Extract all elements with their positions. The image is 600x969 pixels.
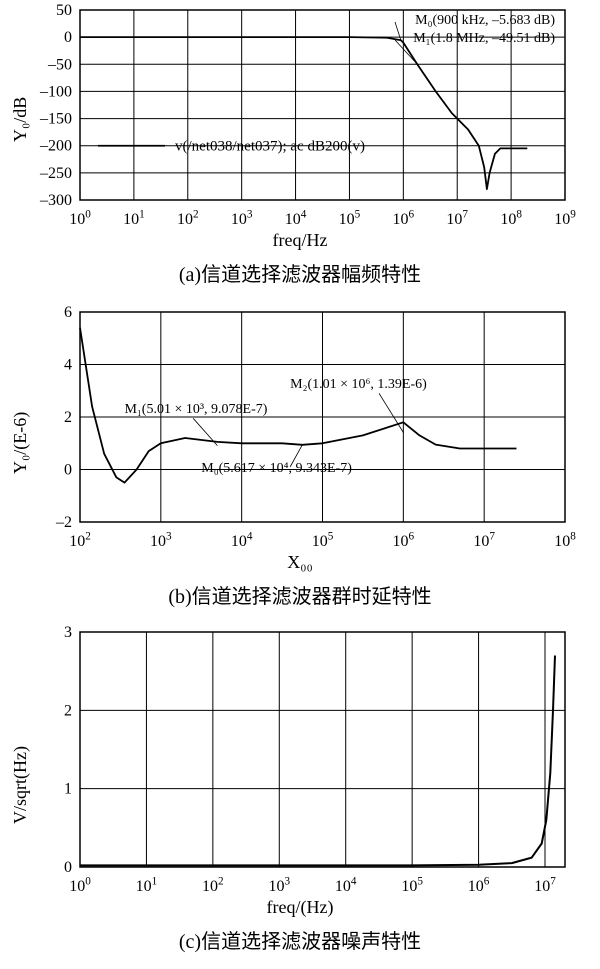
svg-text:104: 104 — [335, 876, 357, 895]
svg-text:101: 101 — [136, 876, 158, 895]
svg-text:108: 108 — [500, 209, 522, 228]
svg-text:105: 105 — [312, 531, 334, 550]
chart-c-caption: (c)信道选择滤波器噪声特性 — [0, 925, 600, 954]
svg-text:–300: –300 — [39, 192, 72, 209]
svg-text:109: 109 — [554, 209, 576, 228]
chart-b-caption: (b)信道选择滤波器群时延特性 — [0, 580, 600, 609]
svg-text:104: 104 — [285, 209, 307, 228]
svg-text:106: 106 — [393, 209, 415, 228]
svg-text:M₂(1.01 × 10⁶, 1.39E-6): M₂(1.01 × 10⁶, 1.39E-6) — [290, 377, 427, 392]
svg-text:M₀(900 kHz, –5.683 dB): M₀(900 kHz, –5.683 dB) — [415, 13, 555, 28]
chart-a-plot: 100 101 102 103 104 105 106 107 108 109 50 0 –50 –100… — [0, 2, 600, 242]
svg-text:107: 107 — [446, 209, 468, 228]
svg-text:107: 107 — [534, 876, 556, 895]
svg-text:100: 100 — [69, 876, 91, 895]
svg-text:108: 108 — [554, 531, 576, 550]
svg-text:102: 102 — [177, 209, 199, 228]
chart-a: 100 101 102 103 104 105 106 107 108 109 50 0 –50 –100… — [0, 2, 600, 302]
svg-text:106: 106 — [468, 876, 490, 895]
svg-text:0: 0 — [64, 29, 72, 46]
chart-b-plot: 102 103 104 105 106 107 108 6 4 2 0 –2 M₂(1.01 × 10⁶… — [0, 304, 600, 564]
svg-text:0: 0 — [64, 462, 72, 479]
chart-b-xlabel: X₀₀ — [0, 552, 600, 573]
svg-text:–250: –250 — [39, 165, 72, 182]
svg-text:100: 100 — [69, 209, 91, 228]
svg-text:103: 103 — [268, 876, 290, 895]
chart-c: 1001011021031041051061073210 V/sqrt(Hz) … — [0, 624, 600, 964]
svg-text:–50: –50 — [47, 56, 72, 73]
svg-text:2: 2 — [64, 702, 72, 719]
svg-text:6: 6 — [64, 304, 72, 321]
svg-text:105: 105 — [401, 876, 423, 895]
chart-a-caption: (a)信道选择滤波器幅频特性 — [0, 258, 600, 287]
chart-c-xlabel: freq/(Hz) — [0, 897, 600, 918]
svg-text:104: 104 — [231, 531, 253, 550]
svg-text:50: 50 — [56, 2, 72, 19]
svg-text:M₁(1.8 MHz, –49.51 dB): M₁(1.8 MHz, –49.51 dB) — [413, 31, 555, 46]
svg-text:–200: –200 — [39, 138, 72, 155]
svg-text:101: 101 — [123, 209, 145, 228]
svg-text:–2: –2 — [55, 514, 72, 531]
svg-text:107: 107 — [473, 531, 495, 550]
svg-text:102: 102 — [69, 531, 91, 550]
chart-a-ylabel: Y₀/dB — [10, 72, 31, 142]
svg-text:0: 0 — [64, 859, 72, 876]
chart-b: 102 103 104 105 106 107 108 6 4 2 0 –2 M₂(1.01 × 10⁶… — [0, 304, 600, 610]
svg-text:–150: –150 — [39, 111, 72, 128]
svg-text:–100: –100 — [39, 83, 72, 100]
svg-text:103: 103 — [231, 209, 253, 228]
chart-b-ylabel: Y₀/(E-6) — [10, 384, 31, 474]
svg-text:105: 105 — [339, 209, 361, 228]
chart-c-ylabel: V/sqrt(Hz) — [10, 714, 31, 824]
chart-a-xlabel: freq/Hz — [0, 230, 600, 251]
svg-text:2: 2 — [64, 409, 72, 426]
chart-c-plot: 100 101 102 103 104 105 106 107 3 2 1 0 — [0, 624, 600, 909]
svg-text:103: 103 — [150, 531, 172, 550]
figure-page: 100101102103104105106107108109500–50–100… — [0, 0, 600, 969]
svg-text:M₀(5.617 × 10⁴, 9.343E-7): M₀(5.617 × 10⁴, 9.343E-7) — [201, 461, 352, 476]
svg-text:3: 3 — [64, 624, 72, 641]
svg-text:M₁(5.01 × 10³, 9.078E-7): M₁(5.01 × 10³, 9.078E-7) — [124, 402, 267, 417]
svg-text:1: 1 — [64, 781, 72, 798]
svg-text:102: 102 — [202, 876, 224, 895]
svg-text:4: 4 — [64, 357, 72, 374]
svg-text:106: 106 — [393, 531, 415, 550]
svg-text:v(/net038/net037); ac dB200(v): v(/net038/net037); ac dB200(v) — [175, 139, 365, 155]
